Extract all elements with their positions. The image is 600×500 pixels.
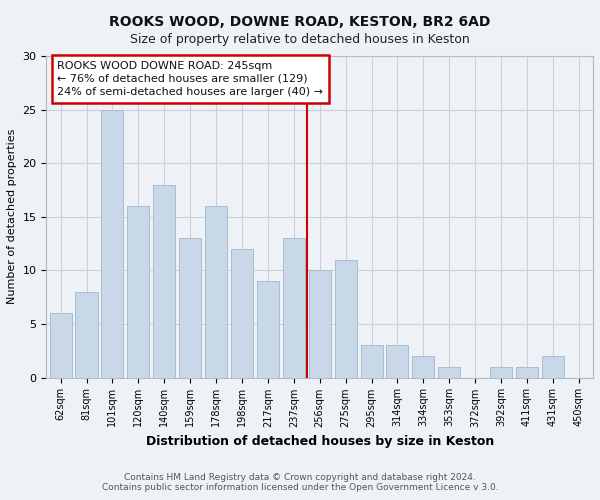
Bar — [50, 313, 71, 378]
Bar — [127, 206, 149, 378]
Bar — [438, 367, 460, 378]
Text: Size of property relative to detached houses in Keston: Size of property relative to detached ho… — [130, 32, 470, 46]
Bar — [361, 346, 383, 378]
Text: ROOKS WOOD DOWNE ROAD: 245sqm
← 76% of detached houses are smaller (129)
24% of : ROOKS WOOD DOWNE ROAD: 245sqm ← 76% of d… — [57, 61, 323, 97]
Bar — [101, 110, 124, 378]
Text: Contains public sector information licensed under the Open Government Licence v : Contains public sector information licen… — [101, 484, 499, 492]
X-axis label: Distribution of detached houses by size in Keston: Distribution of detached houses by size … — [146, 435, 494, 448]
Bar — [308, 270, 331, 378]
Bar — [490, 367, 512, 378]
Bar — [386, 346, 409, 378]
Bar — [231, 249, 253, 378]
Bar — [179, 238, 201, 378]
Bar — [257, 281, 279, 378]
Bar — [412, 356, 434, 378]
Bar — [205, 206, 227, 378]
Bar — [516, 367, 538, 378]
Text: ROOKS WOOD, DOWNE ROAD, KESTON, BR2 6AD: ROOKS WOOD, DOWNE ROAD, KESTON, BR2 6AD — [109, 15, 491, 29]
Y-axis label: Number of detached properties: Number of detached properties — [7, 129, 17, 304]
Bar — [153, 184, 175, 378]
Bar — [76, 292, 98, 378]
Bar — [542, 356, 564, 378]
Bar — [335, 260, 356, 378]
Bar — [283, 238, 305, 378]
Text: Contains HM Land Registry data © Crown copyright and database right 2024.: Contains HM Land Registry data © Crown c… — [124, 472, 476, 482]
